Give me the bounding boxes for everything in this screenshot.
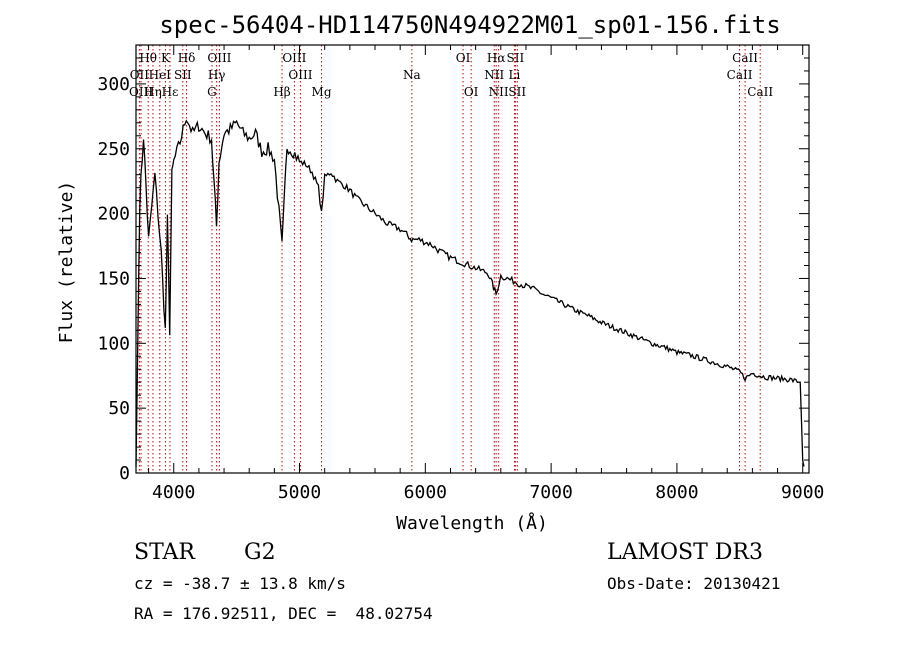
x-tick-label: 4000 [152, 482, 195, 503]
line-label: Hδ [178, 51, 196, 65]
line-label: Li [508, 68, 520, 82]
line-label: OI [456, 51, 471, 65]
spectral-subclass: G2 [244, 540, 276, 565]
line-label: OIII [288, 68, 312, 82]
y-tick-label: 200 [97, 204, 130, 225]
emission-line-markers [138, 45, 761, 473]
x-tick-label: 7000 [529, 482, 572, 503]
line-label: K [161, 51, 171, 65]
line-label: NII [484, 68, 504, 82]
line-label: HeI [149, 68, 172, 82]
line-label: OIII [282, 51, 306, 65]
line-label: SII [507, 51, 525, 65]
x-tick-label: 8000 [655, 482, 698, 503]
survey-name: LAMOST DR3 [607, 540, 763, 565]
line-label: OII [130, 68, 150, 82]
sky-coordinates: RA = 176.92511, DEC = 48.02754 [134, 604, 433, 623]
y-tick-label: 250 [97, 139, 130, 160]
spectrum-chart: spec-56404-HD114750N494922M01_sp01-156.f… [56, 11, 824, 534]
spectrum-line [135, 119, 805, 467]
object-type: STAR [134, 540, 195, 565]
line-label: CaII [727, 68, 753, 82]
line-label: CaII [747, 85, 773, 99]
x-axis: 4000 5000 6000 7000 8000 9000 [148, 45, 824, 503]
line-label: Hβ [273, 85, 290, 99]
line-label: G [207, 85, 217, 99]
line-label: OIII [129, 85, 153, 99]
y-tick-label: 100 [97, 333, 130, 354]
line-label: SII [508, 85, 526, 99]
line-label: NII [489, 85, 509, 99]
y-tick-label: 50 [108, 398, 130, 419]
line-label: OI [464, 85, 479, 99]
line-label: SII [174, 68, 192, 82]
line-label: Hα [487, 51, 506, 65]
line-label: Hη [144, 85, 162, 99]
observation-date: Obs-Date: 20130421 [607, 574, 781, 593]
y-axis: 0 50 100 150 200 250 300 [97, 57, 809, 484]
line-label: Mg [312, 85, 332, 99]
line-label: Hε [162, 85, 179, 99]
x-tick-label: 5000 [278, 482, 321, 503]
y-axis-label: Flux (relative) [56, 181, 77, 344]
line-label: OIII [207, 51, 231, 65]
line-label: CaII [732, 51, 758, 65]
plot-frame [135, 44, 810, 474]
y-tick-label: 0 [119, 463, 130, 484]
y-tick-label: 150 [97, 268, 130, 289]
line-label: Hγ [208, 68, 226, 82]
line-label: Na [403, 68, 421, 82]
x-tick-label: 6000 [404, 482, 447, 503]
chart-title: spec-56404-HD114750N494922M01_sp01-156.f… [159, 11, 780, 39]
redshift-velocity: cz = -38.7 ± 13.8 km/s [134, 574, 346, 593]
y-tick-label: 300 [97, 74, 130, 95]
line-label: Hθ [139, 51, 157, 65]
x-axis-label: Wavelength (Å) [396, 512, 548, 534]
x-tick-label: 9000 [781, 482, 824, 503]
